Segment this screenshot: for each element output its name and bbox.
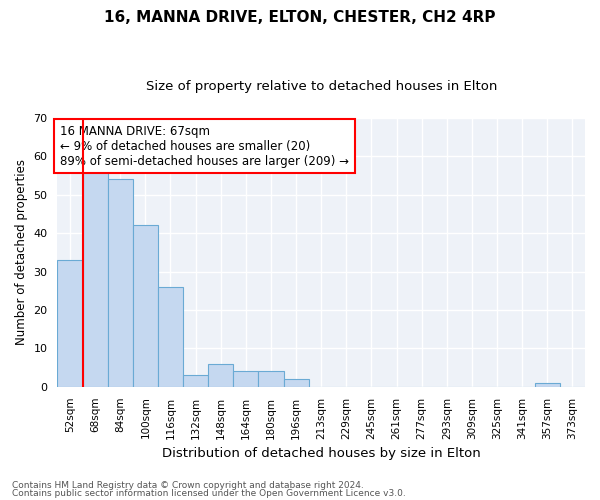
Bar [158,287,183,387]
Bar [83,164,107,387]
Bar [208,364,233,387]
Title: Size of property relative to detached houses in Elton: Size of property relative to detached ho… [146,80,497,93]
Text: 16 MANNA DRIVE: 67sqm
← 9% of detached houses are smaller (20)
89% of semi-detac: 16 MANNA DRIVE: 67sqm ← 9% of detached h… [60,124,349,168]
Bar [183,376,208,387]
Bar [259,372,284,387]
Bar [133,226,158,387]
Bar [107,180,133,387]
Text: Contains public sector information licensed under the Open Government Licence v3: Contains public sector information licen… [12,489,406,498]
X-axis label: Distribution of detached houses by size in Elton: Distribution of detached houses by size … [162,447,481,460]
Bar [284,379,308,387]
Bar [535,383,560,387]
Text: 16, MANNA DRIVE, ELTON, CHESTER, CH2 4RP: 16, MANNA DRIVE, ELTON, CHESTER, CH2 4RP [104,10,496,25]
Text: Contains HM Land Registry data © Crown copyright and database right 2024.: Contains HM Land Registry data © Crown c… [12,480,364,490]
Bar [233,372,259,387]
Y-axis label: Number of detached properties: Number of detached properties [15,160,28,346]
Bar [58,260,83,387]
